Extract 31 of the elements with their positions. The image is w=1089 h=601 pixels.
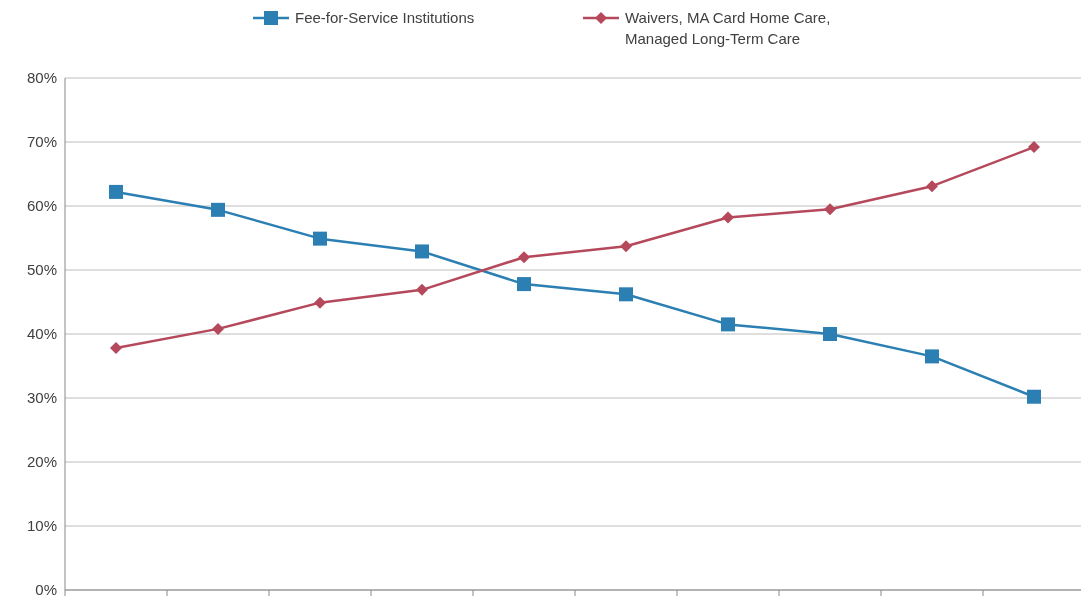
point <box>1028 141 1040 154</box>
point <box>416 283 428 296</box>
point <box>313 231 327 246</box>
y-tick-label: 10% <box>26 517 57 535</box>
point <box>824 203 836 216</box>
y-tick-label: 20% <box>26 453 57 471</box>
y-tick-label: 70% <box>26 133 57 151</box>
point <box>721 317 735 332</box>
point <box>314 296 326 309</box>
point <box>211 202 225 217</box>
point <box>109 184 123 199</box>
point <box>620 240 632 253</box>
point <box>415 244 429 259</box>
point <box>1027 389 1041 404</box>
y-tick-label: 80% <box>26 69 57 87</box>
point <box>212 322 224 335</box>
point <box>722 211 734 224</box>
y-tick-label: 50% <box>26 261 57 279</box>
y-tick-label: 60% <box>26 197 57 215</box>
legend-label: Fee-for-Service Institutions <box>295 9 475 27</box>
y-tick-label: 0% <box>35 581 57 599</box>
point <box>925 349 939 364</box>
legend-label: Waivers, MA Card Home Care, Managed Long-Term Care <box>625 9 831 48</box>
point <box>518 251 530 264</box>
point <box>517 277 531 292</box>
point <box>110 342 122 355</box>
y-tick-label: 30% <box>26 389 57 407</box>
point <box>926 180 938 193</box>
y-tick-label: 40% <box>26 325 57 343</box>
point <box>619 287 633 302</box>
point <box>823 327 837 341</box>
